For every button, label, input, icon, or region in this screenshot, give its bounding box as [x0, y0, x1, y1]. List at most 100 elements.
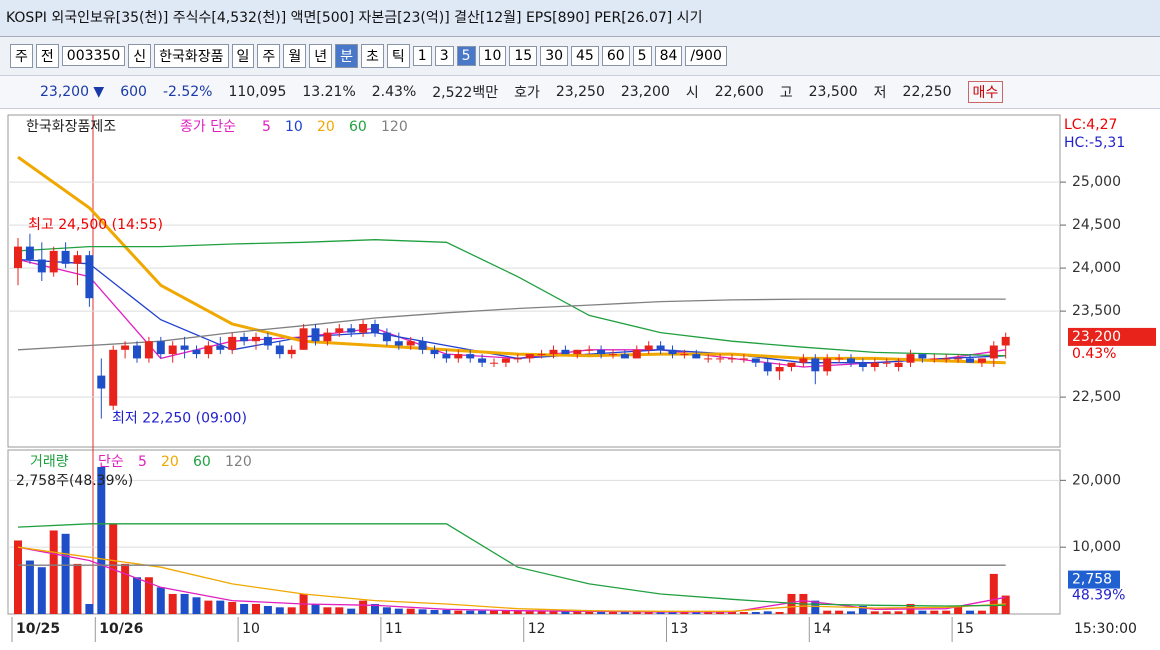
candle-body [858, 362, 867, 368]
volume-bar [620, 611, 629, 614]
legend-entry: 20 [161, 454, 179, 470]
toolbar-button[interactable]: 한국화장품 [154, 44, 229, 68]
candle-body [216, 345, 225, 350]
volume-bar [728, 611, 736, 614]
toolbar-button[interactable]: 30 [540, 46, 569, 66]
candle-body [394, 341, 403, 346]
quote-item: 2,522백만 [432, 85, 499, 101]
volume-bar [656, 611, 665, 614]
candle-body [561, 349, 570, 355]
toolbar: 주 전 003350 신 한국화장품 일 주 월 년 분 초 틱 1 3 5 10 15 30 45 60 5 84/90… [0, 37, 1160, 75]
toolbar-button[interactable]: 5 [456, 46, 476, 66]
candle-body [490, 362, 498, 364]
candle-body [692, 354, 701, 359]
candle-body [739, 358, 748, 360]
toolbar-button[interactable]: 틱 [386, 44, 410, 68]
volume-bar [609, 611, 617, 614]
quote-item: 23,500 [808, 84, 858, 100]
candle-body [430, 349, 439, 355]
candle-body [954, 358, 963, 360]
volume-bar [133, 577, 141, 614]
volume-bar [156, 587, 165, 614]
toolbar-button[interactable]: 신 [128, 44, 152, 68]
quote-item: 13.21% [302, 84, 356, 100]
lc-label: LC:4,27 [1064, 117, 1117, 133]
ma-line [17, 239, 1006, 357]
legend-entry: 5 [138, 454, 147, 470]
toolbar-button[interactable]: 003350 [61, 46, 126, 66]
volume-bar [14, 540, 22, 614]
volume-bar [97, 466, 106, 614]
candle-body [252, 336, 260, 342]
volume-bar [216, 600, 225, 614]
volume-bar [644, 611, 653, 614]
toolbar-button[interactable]: 분 [335, 44, 358, 68]
volume-subtitle: 2,758주(48.39%) [16, 473, 133, 489]
toolbar-button[interactable]: 15 [509, 46, 538, 66]
x-tick-label: 13 [671, 621, 689, 637]
volume-bar [561, 611, 570, 614]
volume-bar [287, 607, 296, 614]
hc-label: HC:-5,31 [1064, 135, 1125, 151]
candle-body [263, 336, 272, 346]
x-tick-label: 12 [528, 621, 546, 637]
chart: 22,500 23,500 24,000 24,500 25,000 한국화장품제조 종가 … [7, 114, 1156, 642]
candle-body [49, 250, 58, 273]
toolbar-button[interactable]: 월 [283, 44, 307, 68]
toolbar-button[interactable]: 5 [632, 46, 652, 66]
candle-body [287, 349, 296, 355]
toolbar-button[interactable]: 년 [309, 44, 333, 68]
volume-bar [454, 610, 463, 614]
toolbar-button[interactable]: 1 [412, 46, 432, 66]
quote-item: 고 [779, 85, 793, 101]
candle-body [763, 362, 772, 372]
x-tick-label: 15 [956, 621, 974, 637]
candle-body [14, 246, 22, 269]
y-tick-label: 24,500 [1072, 217, 1121, 233]
volume-bar [49, 530, 58, 614]
candle-body [823, 358, 832, 372]
toolbar-button[interactable]: 84 [654, 46, 683, 66]
candle-body [870, 362, 879, 368]
volume-bar [371, 603, 379, 614]
quote-item: 22,600 [714, 84, 764, 100]
toolbar-button[interactable]: 3 [434, 46, 454, 66]
volume-bar [954, 605, 963, 614]
volume-bar [573, 611, 582, 614]
volume-bar [25, 560, 34, 614]
candle-body [918, 354, 927, 359]
last-price-box [1068, 327, 1156, 346]
toolbar-button[interactable]: 주 [10, 44, 33, 68]
toolbar-button[interactable]: 일 [231, 44, 255, 68]
toolbar-button[interactable]: 전 [35, 44, 59, 68]
toolbar-button[interactable]: 10 [478, 46, 507, 66]
toolbar-button[interactable]: 주 [257, 44, 281, 68]
candle-body [609, 354, 617, 356]
candle-body [25, 246, 34, 260]
toolbar-button[interactable]: 60 [601, 46, 630, 66]
quote-item: 저 [873, 85, 887, 101]
legend-entry: 10 [285, 119, 303, 135]
volume-bar [180, 593, 189, 614]
candle-body [644, 345, 653, 350]
last-volume: 2,758 [1072, 572, 1112, 588]
candle-body [109, 349, 118, 406]
toolbar-button[interactable]: /900 [685, 46, 727, 66]
y-tick-label: 20,000 [1072, 472, 1121, 488]
candle-body [620, 354, 629, 359]
candle-body [787, 362, 796, 368]
volume-bar [668, 611, 677, 614]
toolbar-button[interactable]: 초 [360, 44, 384, 68]
volume-bar [252, 603, 260, 614]
candle-body [942, 358, 951, 360]
candle-body [716, 358, 725, 360]
candle-body [573, 349, 582, 355]
volume-bar [775, 611, 784, 614]
legend-entry: 5 [262, 119, 271, 135]
candle-body [418, 341, 427, 350]
candle-body [180, 345, 189, 350]
ma-line [17, 523, 1006, 607]
volume-bar [537, 611, 546, 614]
toolbar-button[interactable]: 45 [571, 46, 599, 66]
time-label: 15:30:00 [1074, 621, 1137, 637]
